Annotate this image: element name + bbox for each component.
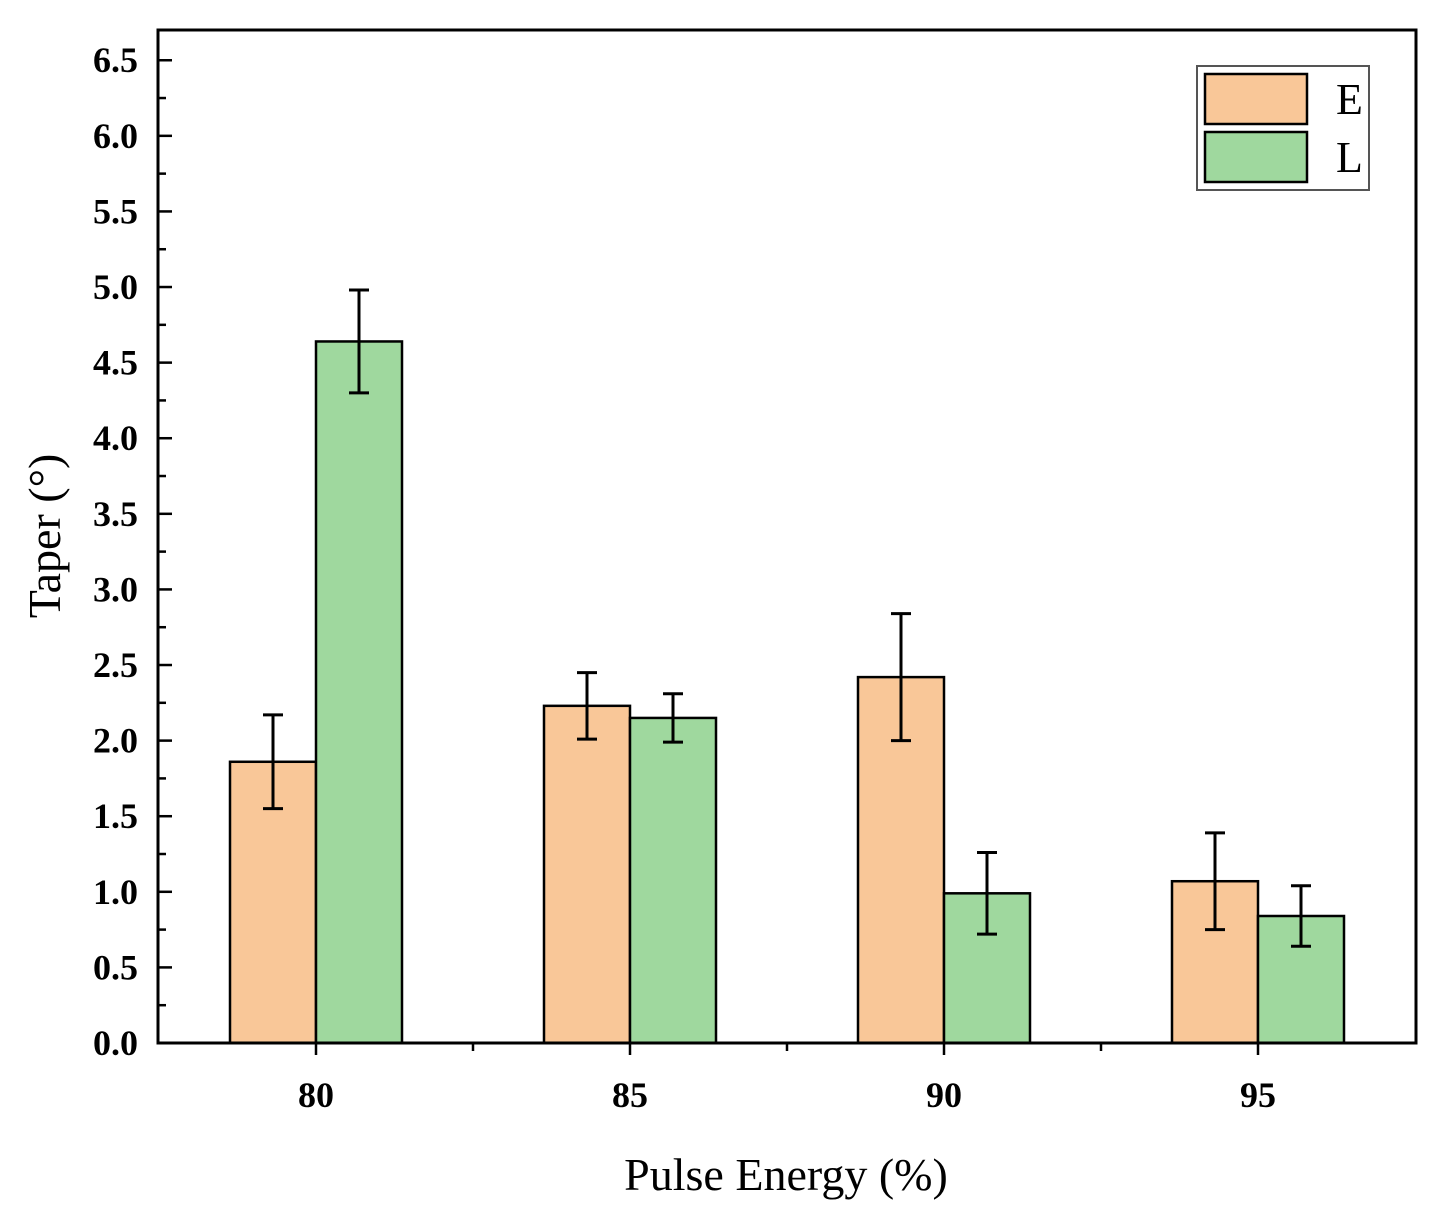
bars-layer (228, 340, 1346, 1045)
y-tick-label: 1.5 (93, 796, 138, 836)
y-tick-label: 0.0 (93, 1023, 138, 1063)
legend-swatch-E (1203, 72, 1309, 126)
legend-swatch-L (1203, 130, 1309, 184)
y-tick-label: 4.0 (93, 418, 138, 458)
y-tick-label: 3.0 (93, 569, 138, 609)
error-bar-L-95 (1291, 884, 1311, 948)
error-bar-E-95 (1205, 831, 1225, 932)
error-bar-E-90 (891, 612, 911, 743)
y-axis-title: Taper (°) (19, 454, 70, 619)
x-tick-label: 85 (612, 1075, 648, 1115)
y-tick-label: 2.0 (93, 721, 138, 761)
y-tick-label: 5.5 (93, 191, 138, 231)
y-tick-label: 3.5 (93, 494, 138, 534)
y-axis: 0.0 0.5 1.0 1.5 2.0 2.5 3.0 3.5 4.0 4.5 5.0 5.5 6.0 6… (93, 40, 172, 1063)
error-bar-L-90 (977, 850, 997, 936)
x-tick-label: 80 (298, 1075, 334, 1115)
legend: EL (1196, 65, 1370, 191)
y-tick-label: 2.5 (93, 645, 138, 685)
legend-label-L: L (1336, 133, 1363, 182)
x-tick-label: 95 (1240, 1075, 1276, 1115)
y-tick-label: 0.5 (93, 947, 138, 987)
error-bar-E-80 (263, 713, 283, 811)
bar-L-85 (628, 716, 718, 1045)
error-bar-E-85 (577, 671, 597, 741)
error-bars-layer (263, 288, 1311, 948)
bar-L-80 (314, 340, 404, 1045)
x-axis: 80 85 90 95 (298, 1043, 1276, 1115)
error-bar-L-85 (663, 692, 683, 744)
bar-E-85 (542, 704, 632, 1045)
legend-label-E: E (1336, 75, 1363, 124)
bar-L-90 (942, 892, 1032, 1045)
x-axis-title: Pulse Energy (%) (624, 1149, 948, 1200)
y-tick-label: 1.0 (93, 872, 138, 912)
x-tick-label: 90 (926, 1075, 962, 1115)
error-bar-L-80 (349, 288, 369, 395)
y-tick-label: 5.0 (93, 267, 138, 307)
y-tick-label: 4.5 (93, 343, 138, 383)
y-tick-label: 6.0 (93, 116, 138, 156)
y-tick-label: 6.5 (93, 40, 138, 80)
